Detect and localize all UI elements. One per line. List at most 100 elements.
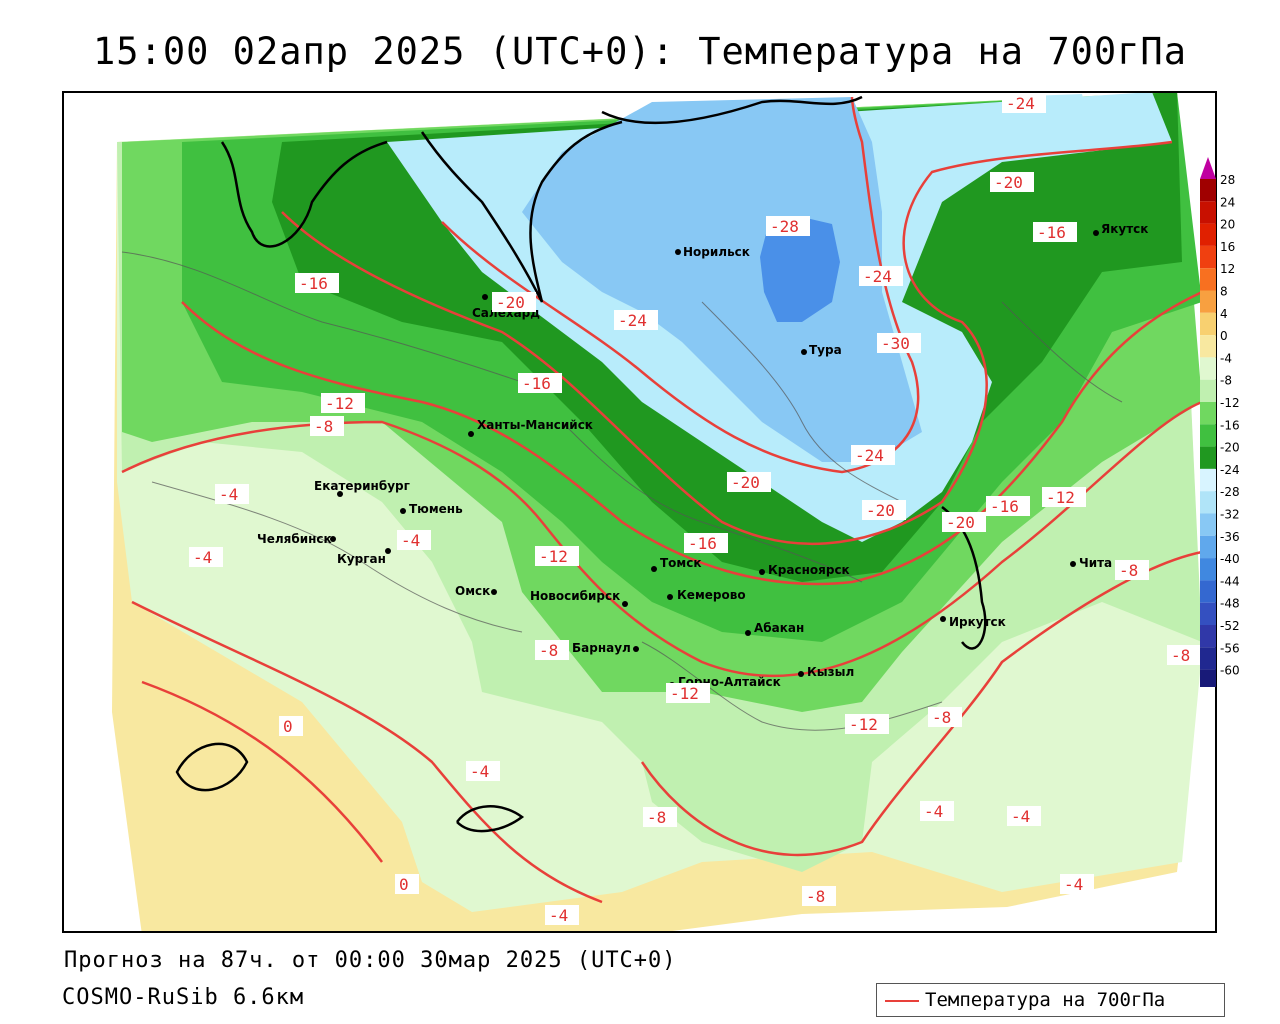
- scale-tick-label: -8: [1220, 374, 1232, 388]
- legend-label: Температура на 700гПа: [925, 989, 1166, 1011]
- iso-label: -8: [310, 416, 344, 436]
- iso-label: -24: [614, 310, 658, 330]
- scale-tick-label: -60: [1220, 664, 1240, 678]
- city-dot-kyzyl: [798, 671, 804, 677]
- scale-tick-label: -52: [1220, 619, 1240, 633]
- svg-text:-4: -4: [1064, 875, 1083, 894]
- city-dot-kurgan: [385, 548, 391, 554]
- iso-label: -24: [851, 445, 895, 465]
- scale-swatch: [1200, 446, 1216, 469]
- model-name: COSMO-RuSib 6.6км: [62, 985, 305, 1010]
- scale-swatch: [1200, 513, 1216, 536]
- svg-text:0: 0: [283, 717, 293, 736]
- scale-swatch: [1200, 335, 1216, 358]
- scale-swatch: [1200, 468, 1216, 492]
- legend-line-swatch: [885, 1000, 919, 1002]
- svg-text:-8: -8: [647, 808, 666, 827]
- svg-text:-12: -12: [1046, 488, 1075, 507]
- svg-text:-4: -4: [1011, 807, 1030, 826]
- scale-swatch: [1200, 625, 1216, 648]
- city-label-khanty: Ханты-Мансийск: [477, 418, 593, 432]
- scale-swatch: [1200, 669, 1216, 692]
- iso-label: -8: [1167, 645, 1201, 665]
- scale-swatch: [1200, 312, 1216, 336]
- city-label-irkutsk: Иркутск: [949, 615, 1006, 629]
- svg-text:-8: -8: [314, 417, 333, 436]
- svg-text:-8: -8: [1171, 646, 1190, 665]
- zone-minus32-to-minus28: [760, 217, 840, 322]
- city-dot-abakan: [745, 630, 751, 636]
- city-label-ekaterinburg: Екатеринбург: [314, 479, 410, 493]
- scale-tick-label: -12: [1220, 396, 1240, 410]
- iso-label: -4: [466, 761, 500, 781]
- svg-text:-8: -8: [806, 887, 825, 906]
- city-dot-chelyabinsk: [330, 536, 336, 542]
- svg-text:-4: -4: [549, 906, 568, 925]
- iso-label: -4: [1007, 806, 1041, 826]
- map-title: 15:00 02апр 2025 (UTC+0): Температура на…: [93, 30, 1187, 73]
- svg-text:-12: -12: [539, 547, 568, 566]
- iso-label: -8: [1115, 560, 1149, 580]
- city-label-abakan: Абакан: [754, 621, 804, 635]
- scale-tick-label: 20: [1220, 218, 1235, 232]
- city-dot-novosibirsk: [622, 601, 628, 607]
- iso-label: -8: [802, 886, 836, 906]
- city-dot-barnaul: [633, 646, 639, 652]
- city-label-kemerovo: Кемерово: [677, 588, 746, 602]
- iso-label: -12: [1042, 487, 1086, 507]
- city-label-tura: Тура: [809, 343, 842, 357]
- iso-label: -16: [986, 496, 1030, 516]
- scale-swatch: [1200, 602, 1216, 625]
- scale-tick-label: -16: [1220, 418, 1240, 432]
- scale-swatch: [1200, 223, 1216, 246]
- city-label-kurgan: Курган: [337, 552, 386, 566]
- city-label-tomsk: Томск: [660, 556, 702, 570]
- city-dot-kemerovo: [667, 594, 673, 600]
- svg-text:-8: -8: [932, 708, 951, 727]
- city-dot-yakutsk: [1093, 230, 1099, 236]
- svg-text:-20: -20: [866, 501, 895, 520]
- city-label-krasnoyarsk: Красноярск: [768, 563, 850, 577]
- svg-text:-28: -28: [770, 217, 799, 236]
- map-panel[interactable]: Норильск Салехард Тура Якутск Ханты-Манс…: [62, 91, 1217, 933]
- iso-label: -4: [545, 905, 579, 925]
- city-dot-krasnoyarsk: [759, 569, 765, 575]
- svg-text:-20: -20: [731, 473, 760, 492]
- zone-minus28-to-minus24: [522, 97, 922, 462]
- svg-text:-16: -16: [990, 497, 1019, 516]
- scale-tick-label: -44: [1220, 574, 1240, 588]
- iso-label: -12: [666, 683, 710, 703]
- iso-label: -16: [1033, 222, 1077, 242]
- city-dot-omsk: [491, 589, 497, 595]
- iso-label: 0: [279, 716, 303, 736]
- scale-swatch: [1200, 402, 1216, 425]
- iso-label: -30: [877, 333, 921, 353]
- city-label-novosibirsk: Новосибирск: [530, 589, 620, 603]
- scale-swatch: [1200, 491, 1216, 514]
- scale-swatch: [1200, 424, 1216, 447]
- svg-text:-20: -20: [946, 513, 975, 532]
- iso-label: -4: [920, 801, 954, 821]
- city-label-chelyabinsk: Челябинск: [257, 532, 332, 546]
- svg-text:-4: -4: [470, 762, 489, 781]
- city-labels: Норильск Салехард Тура Якутск Ханты-Манс…: [257, 222, 1148, 689]
- iso-label: -24: [859, 266, 903, 286]
- svg-text:0: 0: [399, 875, 409, 894]
- svg-text:-4: -4: [924, 802, 943, 821]
- city-label-tyumen: Тюмень: [409, 502, 463, 516]
- svg-text:-20: -20: [994, 173, 1023, 192]
- scale-tick-label: -20: [1220, 441, 1240, 455]
- svg-text:-4: -4: [401, 531, 420, 550]
- city-label-yakutsk: Якутск: [1101, 222, 1148, 236]
- scale-tick-label: -4: [1220, 351, 1232, 365]
- forecast-info: Прогноз на 87ч. от 00:00 30мар 2025 (UTC…: [64, 948, 677, 973]
- scale-tick-label: -32: [1220, 508, 1240, 522]
- iso-label: -20: [727, 472, 771, 492]
- color-scale-bar: 28 24 20 16 12 8 4 0 -4 -8 -12 -16 -20 -24 -28 -32 -36 -4…: [1200, 157, 1240, 714]
- iso-label: -20: [990, 172, 1034, 192]
- iso-label: -12: [845, 714, 889, 734]
- svg-text:-16: -16: [1037, 223, 1066, 242]
- iso-label: -8: [535, 640, 569, 660]
- scale-swatch: [1200, 179, 1216, 202]
- scale-swatch: [1200, 290, 1216, 313]
